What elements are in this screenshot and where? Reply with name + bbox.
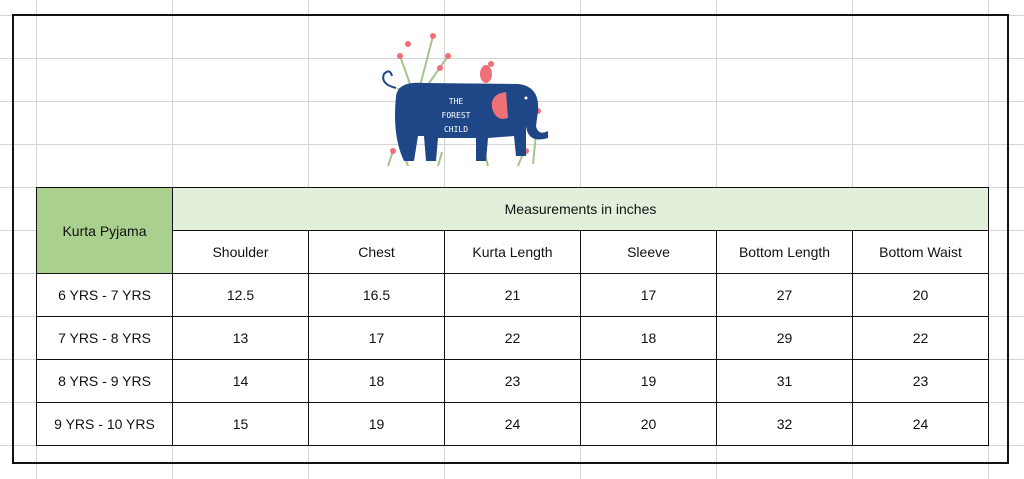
product-name-cell: Kurta Pyjama (36, 187, 173, 274)
column-header: Shoulder (172, 230, 309, 274)
table-cell: 19 (580, 359, 717, 403)
border-frame (12, 14, 1009, 464)
table-cell: 32 (716, 402, 853, 446)
table-cell: 23 (852, 359, 989, 403)
table-cell: 24 (444, 402, 581, 446)
table-cell: 18 (308, 359, 445, 403)
table-cell: 20 (580, 402, 717, 446)
column-header: Bottom Waist (852, 230, 989, 274)
table-cell: 24 (852, 402, 989, 446)
column-header: Bottom Length (716, 230, 853, 274)
row-label: 7 YRS - 8 YRS (36, 316, 173, 360)
table-cell: 19 (308, 402, 445, 446)
table-cell: 20 (852, 273, 989, 317)
table-cell: 23 (444, 359, 581, 403)
table-cell: 13 (172, 316, 309, 360)
table-cell: 18 (580, 316, 717, 360)
row-label: 9 YRS - 10 YRS (36, 402, 173, 446)
table-cell: 21 (444, 273, 581, 317)
table-cell: 14 (172, 359, 309, 403)
column-header: Chest (308, 230, 445, 274)
table-cell: 17 (580, 273, 717, 317)
table-row: 8 YRS - 9 YRS 14 18 23 19 31 23 (36, 359, 989, 403)
size-chart-table: Kurta Pyjama Measurements in inches Shou… (36, 187, 989, 446)
column-header-row: Shoulder Chest Kurta Length Sleeve Botto… (37, 230, 989, 274)
column-header: Kurta Length (444, 230, 581, 274)
table-row: 9 YRS - 10 YRS 15 19 24 20 32 24 (36, 402, 989, 446)
the-forest-child-logo: THE FOREST CHILD (382, 33, 548, 167)
table-cell: 31 (716, 359, 853, 403)
table-cell: 22 (444, 316, 581, 360)
row-label: 8 YRS - 9 YRS (36, 359, 173, 403)
column-header: Sleeve (580, 230, 717, 274)
logo-text-child: CHILD (444, 125, 468, 134)
table-row: 7 YRS - 8 YRS 13 17 22 18 29 22 (36, 316, 989, 360)
table-row: 6 YRS - 7 YRS 12.5 16.5 21 17 27 20 (36, 273, 989, 317)
table-cell: 27 (716, 273, 853, 317)
table-cell: 22 (852, 316, 989, 360)
logo-text-the: THE (449, 97, 464, 106)
table-cell: 29 (716, 316, 853, 360)
table-cell: 16.5 (308, 273, 445, 317)
measurements-header: Measurements in inches (172, 187, 989, 231)
row-label: 6 YRS - 7 YRS (36, 273, 173, 317)
table-header-row: Kurta Pyjama Measurements in inches (36, 187, 989, 274)
logo-text-forest: FOREST (442, 111, 471, 120)
table-cell: 17 (308, 316, 445, 360)
table-cell: 15 (172, 402, 309, 446)
table-cell: 12.5 (172, 273, 309, 317)
